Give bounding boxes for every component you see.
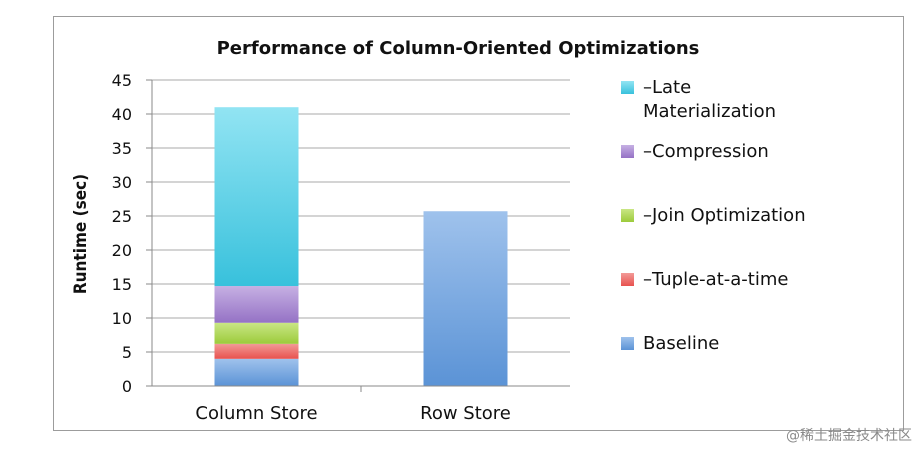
y-tick-label: 45: [112, 71, 132, 90]
y-tick-label: 35: [112, 139, 132, 158]
legend-label: –Compression: [643, 141, 769, 162]
bar-segment: [214, 107, 299, 287]
legend-label: Baseline: [643, 333, 719, 354]
y-tick-label: 15: [112, 275, 132, 294]
x-tick-labels: Column Store Row Store: [195, 403, 510, 424]
y-tick-label: 5: [122, 343, 132, 362]
y-tick-label: 10: [112, 309, 132, 328]
y-axis-label: Runtime (sec): [71, 174, 91, 294]
x-tick-label: Row Store: [420, 403, 511, 424]
bar-segment: [214, 286, 299, 323]
y-tick-label: 0: [122, 377, 132, 396]
y-tick-label: 30: [112, 173, 132, 192]
legend-swatch: [621, 273, 634, 286]
y-tick-label: 40: [112, 105, 132, 124]
legend-swatch: [621, 145, 634, 158]
bar-segment: [214, 343, 299, 359]
bar-segment: [214, 358, 299, 386]
legend-swatch: [621, 81, 634, 94]
bar-segment: [214, 322, 299, 344]
x-tick-label: Column Store: [195, 403, 317, 424]
y-tick-labels: 0 5 10 15 20 25 30 35 40 45: [112, 71, 152, 396]
legend-swatch: [621, 337, 634, 350]
legend-label: –Late Materialization: [643, 77, 776, 122]
legend: –Late Materialization –Compression –Join Op…: [621, 77, 806, 354]
bar-segment: [423, 211, 508, 386]
chart-title: Performance of Column-Oriented Optimizat…: [217, 38, 700, 59]
bars: [214, 107, 508, 386]
legend-label: –Tuple-at-a-time: [643, 269, 788, 290]
axes: [151, 80, 570, 392]
legend-label: –Join Optimization: [643, 205, 806, 226]
y-tick-label: 20: [112, 241, 132, 260]
watermark: @稀土掘金技术社区: [786, 428, 912, 444]
y-tick-label: 25: [112, 207, 132, 226]
legend-swatch: [621, 209, 634, 222]
